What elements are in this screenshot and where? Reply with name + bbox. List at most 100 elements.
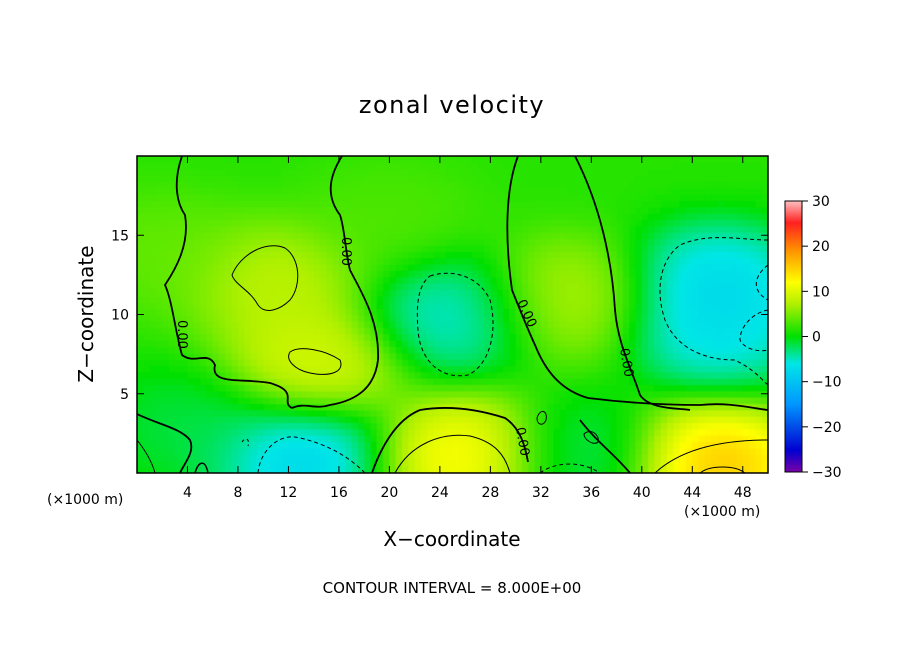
heatmap-cell (597, 314, 605, 322)
heatmap-cell (749, 428, 757, 436)
heatmap-cell (427, 320, 435, 328)
heatmap-cell (742, 263, 750, 271)
heatmap-cell (597, 447, 605, 455)
heatmap-cell (559, 339, 567, 347)
heatmap-cell (742, 219, 750, 227)
heatmap-cell (376, 225, 384, 233)
heatmap-cell (578, 282, 586, 290)
heatmap-cell (174, 371, 182, 379)
heatmap-cell (200, 428, 208, 436)
heatmap-cell (282, 168, 290, 176)
heatmap-cell (465, 187, 473, 195)
heatmap-cell (288, 396, 296, 405)
heatmap-cell (294, 339, 302, 347)
heatmap-cell (193, 187, 201, 195)
heatmap-cell (685, 314, 694, 322)
heatmap-cell (685, 276, 694, 284)
heatmap-cell (181, 358, 189, 367)
heatmap-cell (149, 206, 157, 214)
heatmap-cell (654, 301, 662, 309)
heatmap-cell (206, 333, 214, 341)
heatmap-cell (698, 403, 706, 411)
heatmap-cell (711, 371, 719, 379)
heatmap-cell (137, 168, 145, 176)
heatmap-cell (395, 251, 403, 259)
heatmap-cell (155, 225, 164, 233)
heatmap-cell (294, 175, 302, 183)
heatmap-cell (685, 232, 694, 240)
heatmap-cell (414, 422, 422, 430)
heatmap-cell (553, 206, 561, 214)
heatmap-cell (547, 434, 555, 443)
heatmap-cell (502, 333, 511, 341)
heatmap-cell (603, 384, 612, 392)
heatmap-cell (692, 453, 700, 462)
heatmap-cell (231, 434, 239, 443)
heatmap-cell (370, 403, 378, 411)
heatmap-cell (181, 327, 189, 335)
heatmap-cell (414, 453, 422, 462)
heatmap-cell (540, 453, 548, 462)
heatmap-cell (452, 377, 460, 386)
heatmap-cell (420, 282, 429, 290)
heatmap-cell (294, 409, 302, 417)
heatmap-cell (269, 314, 277, 322)
heatmap-cell (648, 415, 656, 424)
heatmap-cell (755, 384, 763, 392)
heatmap-cell (566, 289, 574, 297)
heatmap-cell (673, 384, 681, 392)
heatmap-cell (446, 333, 454, 341)
heatmap-cell (616, 377, 624, 386)
heatmap-cell (168, 453, 176, 462)
heatmap-cell (446, 434, 454, 443)
heatmap-cell (667, 276, 675, 284)
heatmap-cell (446, 403, 454, 411)
heatmap-cell (698, 187, 706, 195)
heatmap-cell (742, 409, 750, 417)
heatmap-cell (244, 276, 252, 284)
heatmap-cell (685, 301, 694, 309)
heatmap-cell (263, 352, 271, 360)
heatmap-cell (446, 453, 454, 462)
heatmap-cell (496, 466, 504, 473)
heatmap-cell (155, 390, 164, 398)
heatmap-cell (704, 289, 713, 297)
heatmap-cell (351, 187, 359, 195)
heatmap-cell (357, 415, 365, 424)
heatmap-cell (420, 314, 429, 322)
heatmap-cell (730, 422, 738, 430)
heatmap-cell (263, 339, 271, 347)
heatmap-cell (219, 320, 227, 328)
heatmap-cell (193, 308, 201, 316)
heatmap-cell (376, 441, 384, 449)
heatmap-cell (597, 428, 605, 436)
heatmap-cell (553, 251, 561, 259)
heatmap-cell (610, 251, 618, 259)
heatmap-cell (162, 327, 170, 335)
heatmap-cell (332, 377, 340, 386)
heatmap-cell (193, 453, 201, 462)
heatmap-cell (755, 244, 763, 252)
heatmap-cell (231, 206, 239, 214)
heatmap-cell (723, 156, 731, 164)
heatmap-cell (730, 219, 738, 227)
chart-title: zonal velocity (359, 91, 545, 119)
heatmap-cell (250, 314, 258, 322)
heatmap-cell (263, 403, 271, 411)
heatmap-cell (168, 301, 176, 309)
heatmap-cell (162, 206, 170, 214)
heatmap-cell (471, 453, 479, 462)
heatmap-cell (471, 346, 479, 354)
heatmap-cell (603, 403, 612, 411)
heatmap-cell (660, 301, 668, 309)
heatmap-cell (635, 346, 643, 354)
heatmap-cell (742, 181, 750, 189)
heatmap-cell (294, 181, 302, 189)
heatmap-cell (534, 447, 542, 455)
heatmap-cell (174, 289, 182, 297)
heatmap-cell (174, 206, 182, 214)
heatmap-cell (509, 466, 517, 473)
heatmap-cell (559, 346, 567, 354)
heatmap-cell (471, 320, 479, 328)
heatmap-cell (168, 156, 176, 164)
